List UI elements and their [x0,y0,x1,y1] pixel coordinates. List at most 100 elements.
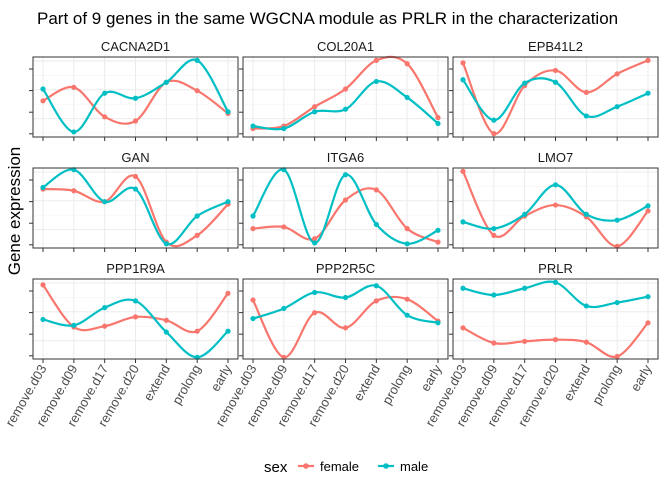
data-point-female [342,325,349,331]
data-point-male [225,328,231,334]
facet-panel: ITGA6 [239,150,449,252]
data-point-male [250,213,256,219]
data-point-male [460,219,466,225]
facet-label: COL20A1 [317,39,374,54]
data-point-female [404,296,410,302]
data-point-female [342,86,349,92]
panel-border [242,167,449,249]
data-point-male [40,86,46,92]
legend-label: female [320,459,359,474]
data-point-male [614,217,620,223]
data-point-female [460,60,466,66]
data-point-female [250,297,256,303]
facet-panel: LMO7 [449,150,659,252]
data-point-male [491,226,497,232]
data-point-female [552,202,559,208]
legend: sex female male [264,459,428,476]
data-point-male [342,106,349,112]
facet-panel: GAN [29,150,239,252]
data-point-female [404,226,410,232]
data-point-male [102,305,108,311]
data-point-male [491,117,497,123]
data-point-male [460,77,466,83]
data-point-male [312,240,318,246]
data-point-male [435,320,441,326]
data-point-male [163,79,169,85]
data-point-female [645,57,651,63]
data-point-female [71,84,77,90]
data-point-male [614,299,620,306]
data-point-male [132,95,139,101]
data-point-female [281,224,287,230]
legend-title: sex [264,459,288,476]
panel-border [452,278,659,360]
data-point-female [163,317,169,323]
data-point-male [71,322,77,328]
data-point-male [404,94,410,101]
data-point-female [71,188,77,194]
data-point-female [435,239,441,245]
x-tick-label: extend [560,362,593,403]
data-point-female [373,187,379,193]
data-point-female [614,353,620,360]
data-point-male [163,241,169,247]
facet-panel: PRLRremove.d03remove.d09remove.d17remove… [422,261,659,429]
x-tick-label: prolong [379,362,414,407]
facet-label: PPP2R5C [316,261,375,276]
data-point-male [194,57,200,63]
data-point-female [404,61,410,67]
data-point-female [614,71,620,77]
data-point-male [312,109,318,115]
data-point-male [645,90,651,96]
panel-border [32,167,239,249]
data-point-male [373,221,379,228]
data-point-female [435,115,441,121]
data-point-male [225,109,231,115]
data-point-male [102,90,108,96]
data-point-male [491,292,497,298]
facet-label: CACNA2D1 [101,39,170,54]
data-point-male [132,186,139,192]
data-point-female [194,328,200,334]
data-point-female [373,57,379,63]
data-point-female [460,325,466,331]
data-point-male [404,312,410,318]
data-point-male [552,79,559,85]
panel-border [242,56,449,138]
data-point-male [404,241,410,247]
panel-border [452,167,659,249]
data-point-male [225,199,231,205]
data-point-female [373,298,379,304]
legend-key-point [303,463,309,469]
data-point-female [522,338,528,344]
data-point-male [583,303,589,309]
facet-label: EPB41L2 [528,39,583,54]
data-point-female [491,340,497,346]
facet-label: PPP1R9A [106,261,165,276]
data-point-male [435,227,441,233]
data-point-female [102,323,108,329]
legend-key-point [383,463,389,469]
data-point-male [102,199,108,205]
panel-border [32,56,239,138]
facet-panel: EPB41L2 [449,39,659,141]
data-point-female [312,104,318,110]
data-point-male [522,285,528,291]
x-tick-label: early [628,362,655,394]
data-point-female [225,290,231,296]
panel-border [32,278,239,360]
data-point-male [645,294,651,300]
data-point-female [583,339,589,345]
data-point-female [132,314,139,320]
facet-panel: COL20A1 [239,39,449,141]
data-point-male [163,329,169,335]
data-point-male [373,283,379,289]
chart-title: Part of 9 genes in the same WGCNA module… [37,9,618,28]
data-point-male [281,305,287,312]
data-point-male [342,172,349,178]
data-point-male [194,213,200,219]
data-point-male [40,184,46,190]
panel-border [242,278,449,360]
x-tick-label: prolong [589,362,624,407]
data-point-female [102,114,108,120]
